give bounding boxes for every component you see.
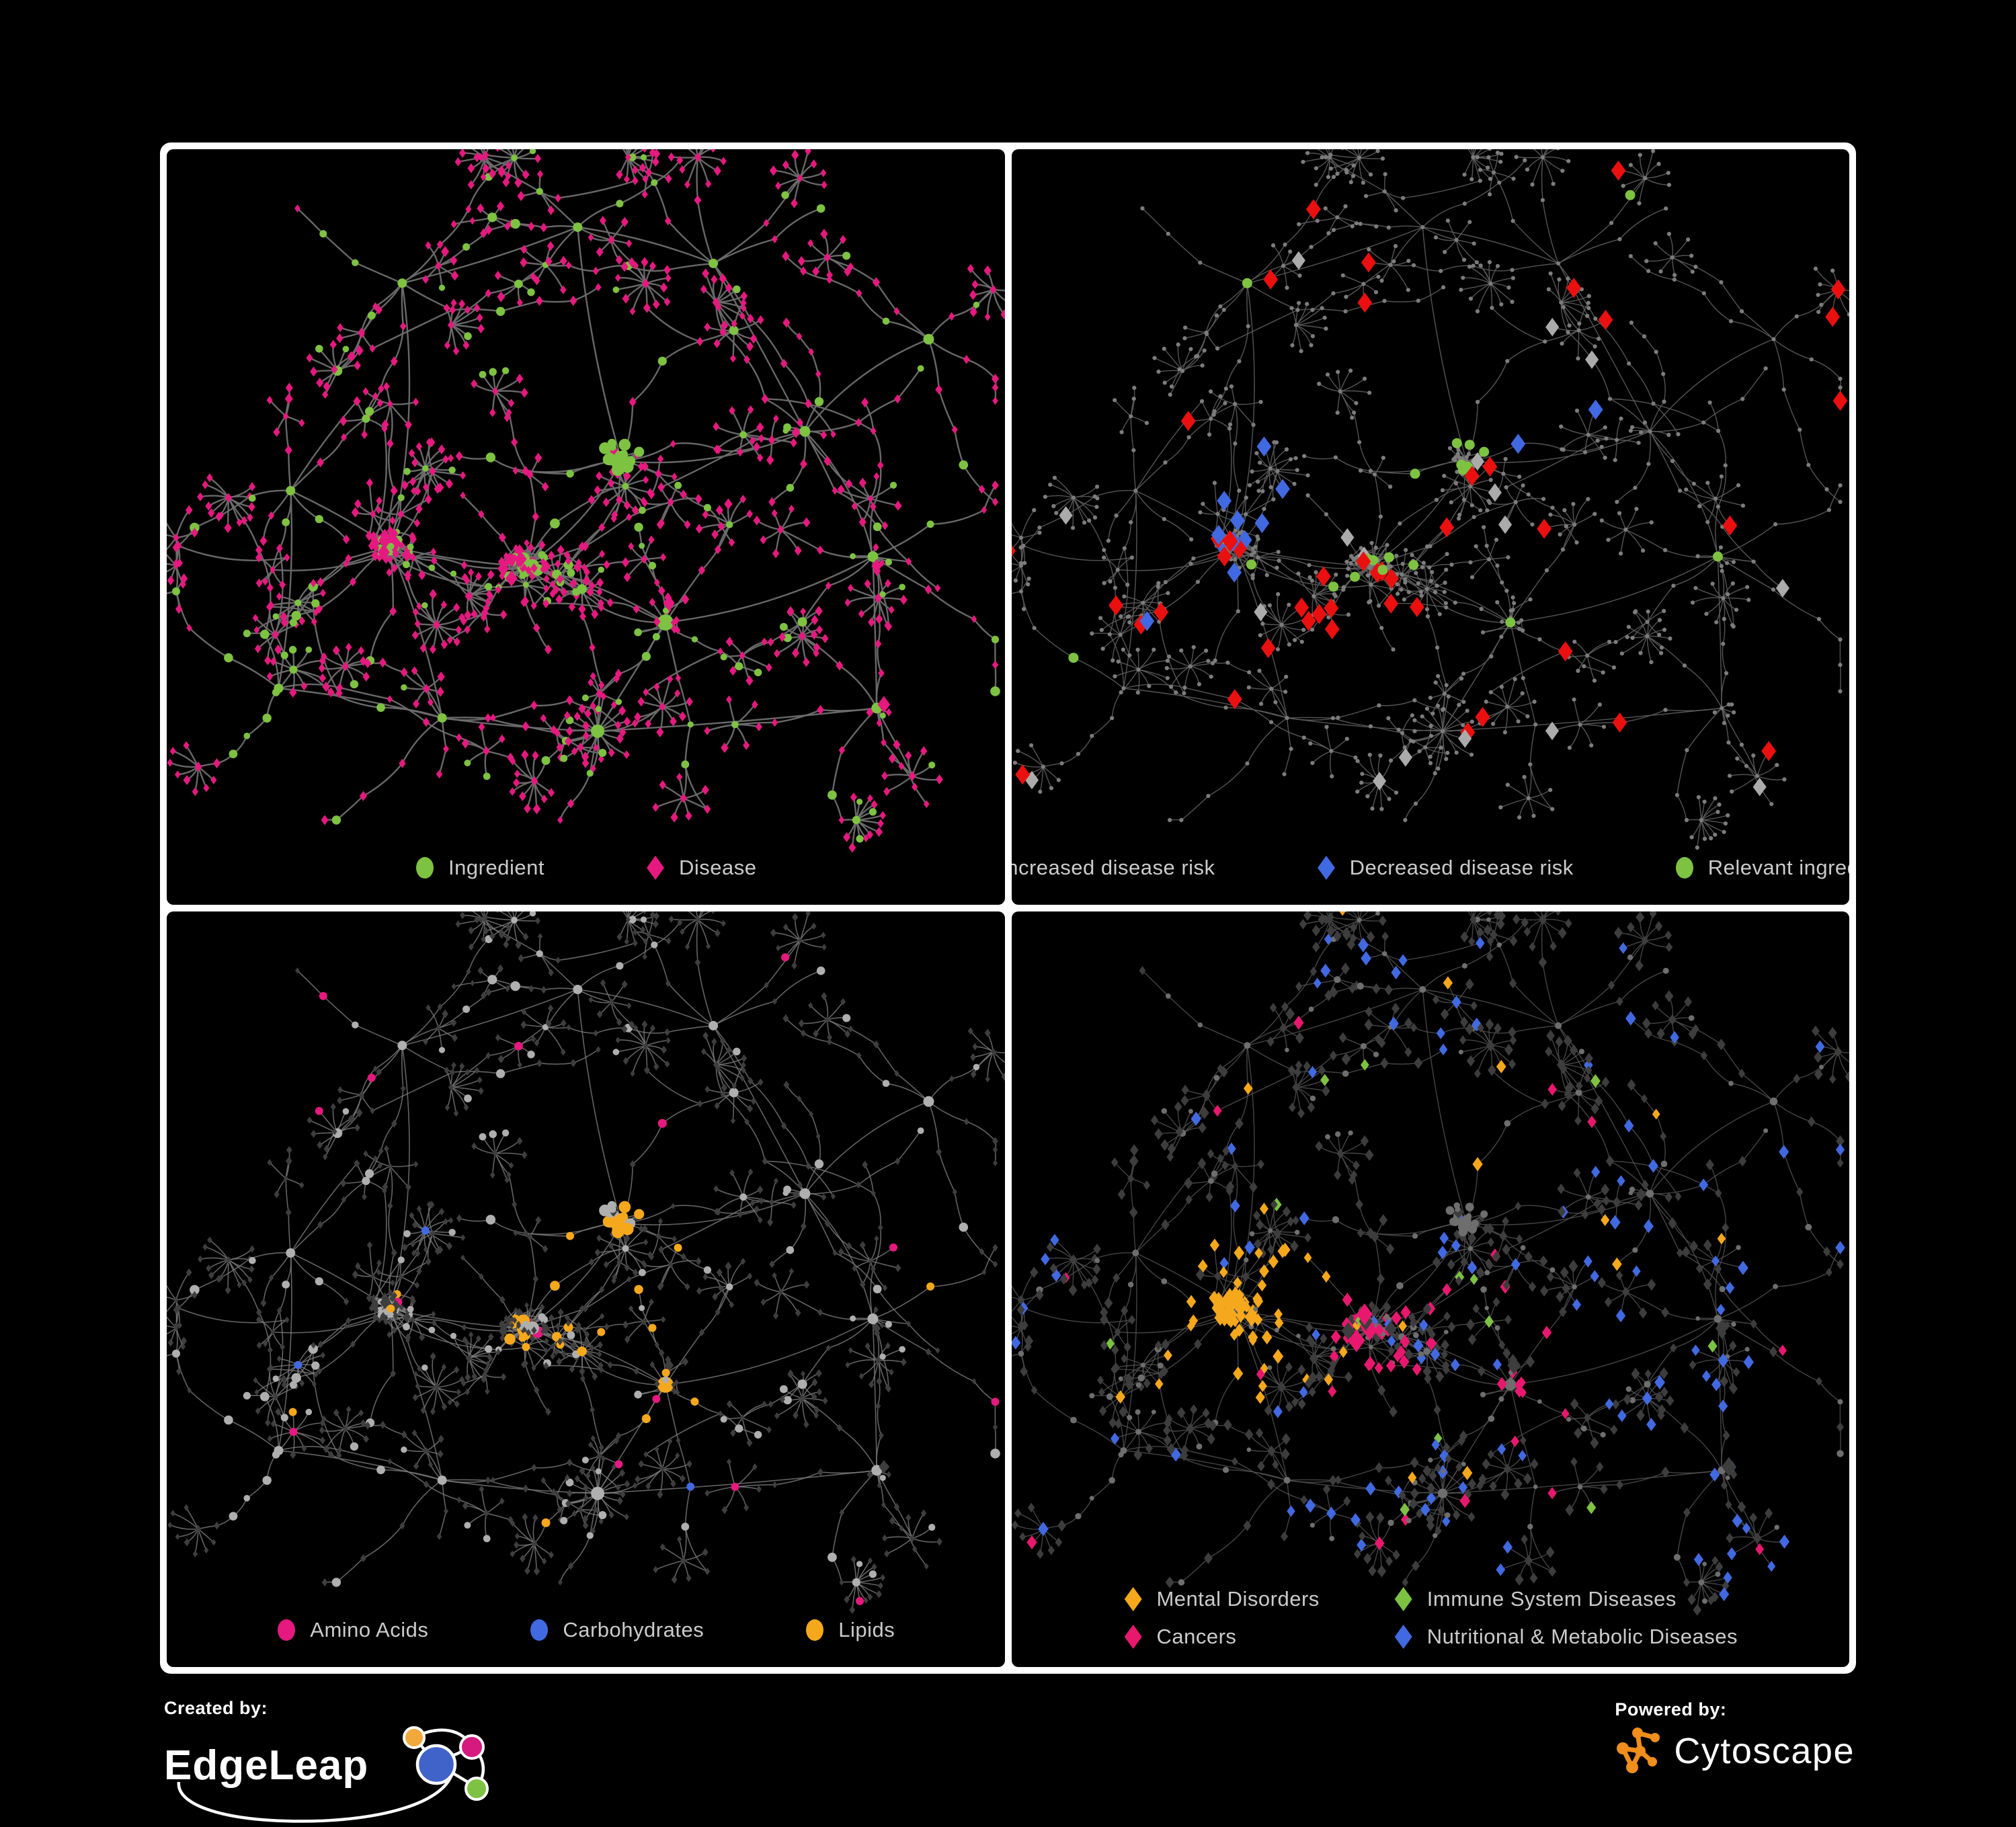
legend-item: Decreased disease risk <box>1316 855 1574 881</box>
legend-label: Decreased disease risk <box>1349 856 1574 879</box>
panel-grid: Ingredient Disease Increased disease risk… <box>160 143 1856 1674</box>
legend-diamond-icon <box>1394 1587 1412 1611</box>
legend-item: Nutritional & Metabolic Diseases <box>1394 1624 1738 1650</box>
legend-label: Ingredient <box>448 856 545 879</box>
cytoscape-brand-text: Cytoscape <box>1674 1731 1855 1771</box>
legend-label: Amino Acids <box>310 1618 429 1641</box>
legend-circle-icon <box>1675 857 1693 879</box>
legend-disease-risk: Increased disease risk Decreased disease … <box>1012 855 1849 881</box>
legend-item: Ingredient <box>415 855 545 881</box>
legend-label: Disease <box>678 856 757 879</box>
legend-circle-icon <box>530 1619 549 1641</box>
legend-label: Relevant ingredient <box>1707 856 1849 879</box>
legend-diamond-icon <box>646 856 664 880</box>
legend-label: Nutritional & Metabolic Diseases <box>1426 1625 1738 1648</box>
network-canvas-ingredient-disease <box>167 149 1005 853</box>
legend-macronutrients: Amino Acids Carbohydrates Lipids <box>167 1617 1005 1643</box>
panel-ingredient-disease: Ingredient Disease <box>167 149 1005 905</box>
legend-item: Amino Acids <box>276 1617 428 1643</box>
legend-item: Increased disease risk <box>1012 855 1215 881</box>
legend-disease-categories: Mental Disorders Immune System Diseases Ca… <box>1123 1586 1738 1650</box>
network-canvas-macronutrients <box>167 911 1005 1614</box>
legend-item: Immune System Diseases <box>1394 1586 1738 1612</box>
legend-circle-icon <box>806 1619 824 1641</box>
powered-by-block: Powered by: Cytoscape <box>1615 1699 1855 1778</box>
powered-by-label: Powered by: <box>1615 1699 1727 1719</box>
network-canvas-disease-categories <box>1011 911 1849 1616</box>
legend-item: Cancers <box>1123 1624 1319 1650</box>
legend-ingredient-disease: Ingredient Disease <box>167 855 1005 881</box>
panel-disease-categories: Mental Disorders Immune System Diseases Ca… <box>1011 911 1849 1667</box>
panel-macronutrients: Amino Acids Carbohydrates Lipids <box>167 911 1005 1667</box>
cytoscape-icon <box>1617 1728 1660 1773</box>
edgeleap-brand-text: EdgeLeap <box>164 1742 369 1789</box>
legend-label: Cancers <box>1156 1625 1237 1648</box>
network-canvas-disease-risk <box>1011 149 1849 850</box>
legend-diamond-icon <box>1394 1625 1412 1649</box>
legend-circle-icon <box>416 857 434 879</box>
legend-item: Disease <box>645 855 757 881</box>
legend-item: Mental Disorders <box>1123 1586 1319 1612</box>
legend-circle-icon <box>278 1619 296 1641</box>
legend-label: Mental Disorders <box>1156 1587 1320 1611</box>
legend-label: Carbohydrates <box>563 1618 704 1641</box>
legend-item: Relevant ingredient <box>1675 855 1849 881</box>
legend-label: Immune System Diseases <box>1426 1587 1677 1611</box>
created-by-label: Created by: <box>164 1698 268 1718</box>
created-by-block: Created by: EdgeLeap <box>164 1698 540 1824</box>
legend-label: Lipids <box>838 1618 895 1641</box>
legend-item: Carbohydrates <box>529 1617 704 1643</box>
legend-item: Lipids <box>805 1617 895 1643</box>
legend-diamond-icon <box>1317 856 1335 880</box>
legend-label: Increased disease risk <box>1011 856 1215 879</box>
legend-diamond-icon <box>1124 1587 1142 1611</box>
panel-disease-risk: Increased disease risk Decreased disease … <box>1011 149 1849 905</box>
legend-diamond-icon <box>1124 1625 1142 1649</box>
